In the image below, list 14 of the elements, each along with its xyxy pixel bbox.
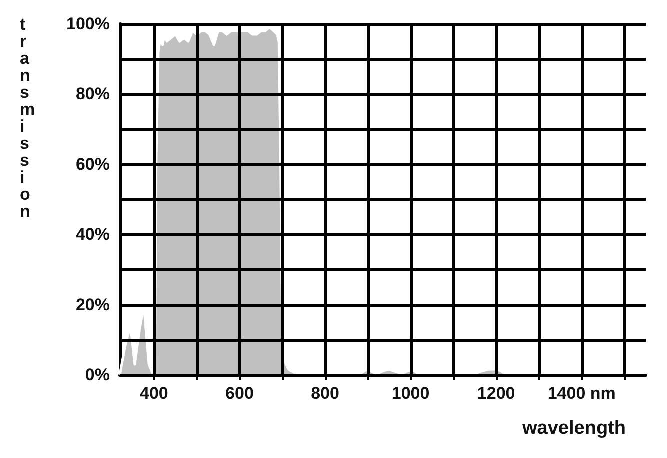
y-tick-label: 60% bbox=[76, 154, 110, 174]
y-tick-label: 80% bbox=[76, 84, 110, 104]
x-tick-label: 1200 bbox=[477, 384, 516, 403]
text: transmission bbox=[20, 15, 36, 221]
y-tick-label: 0% bbox=[85, 366, 110, 384]
y-tick-label: 20% bbox=[76, 295, 110, 314]
x-axis-title: wavelength bbox=[522, 418, 626, 439]
x-tick-label: 1000 bbox=[392, 384, 430, 403]
x-tick-label: 600 bbox=[226, 384, 254, 403]
y-tick-label: 40% bbox=[76, 225, 110, 244]
x-tick-label: 800 bbox=[311, 384, 340, 403]
x-tick-label: 400 bbox=[140, 384, 168, 403]
x-tick-label: 1400 nm bbox=[548, 384, 616, 403]
y-tick-label: 100% bbox=[66, 14, 110, 34]
